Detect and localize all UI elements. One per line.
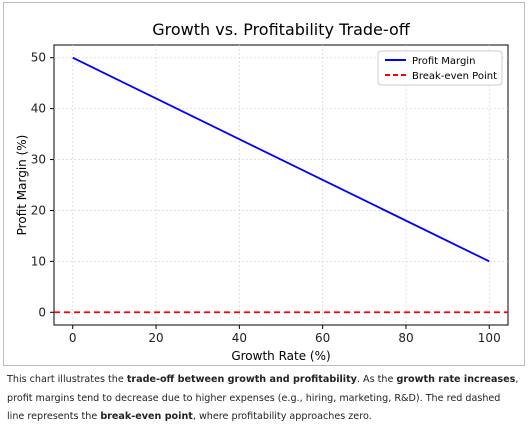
y-tick-label: 40 (31, 102, 46, 116)
x-tick-label: 60 (315, 331, 330, 345)
y-tick-label: 20 (31, 203, 46, 217)
caption-text: profit margins tend to decrease due to h… (7, 392, 501, 404)
chart-title: Growth vs. Profitability Trade-off (152, 20, 411, 39)
caption-text: , where profitability approaches zero. (192, 411, 372, 423)
legend-label-profit-margin: Profit Margin (412, 56, 475, 67)
caption-line-1: This chart illustrates the trade-off bet… (7, 371, 525, 390)
caption-emphasis: break-even point (100, 411, 193, 423)
chart-caption: This chart illustrates the trade-off bet… (7, 371, 525, 427)
x-tick-label: 80 (398, 331, 413, 345)
legend: Profit Margin Break-even Point (377, 50, 503, 86)
y-tick-label: 50 (31, 51, 46, 65)
caption-text: , (515, 374, 519, 385)
y-tick-label: 30 (31, 153, 46, 167)
ticks: 0 20 40 60 80 100 0 10 20 30 40 50 (31, 51, 501, 345)
x-tick-label: 40 (232, 331, 247, 345)
y-tick-label: 0 (38, 305, 46, 319)
caption-line-3: line represents the break-even point, wh… (7, 408, 525, 427)
x-tick-label: 20 (148, 331, 163, 345)
y-tick-label: 10 (31, 254, 46, 268)
caption-text: . As the (356, 374, 397, 385)
series-line-profit-margin (72, 56, 490, 263)
legend-label-break-even: Break-even Point (412, 71, 497, 82)
x-tick-label: 100 (478, 331, 501, 345)
x-axis-label: Growth Rate (%) (231, 349, 330, 363)
grid (54, 45, 508, 325)
caption-text: This chart illustrates the (7, 374, 127, 385)
y-axis-label: Profit Margin (%) (15, 135, 29, 236)
caption-line-2: profit margins tend to decrease due to h… (7, 390, 525, 409)
growth-profitability-chart: 0 20 40 60 80 100 0 10 20 30 40 50 Growth vs. Profi… (15, 20, 509, 363)
plot-area (53, 44, 509, 326)
caption-text: line represents the (7, 411, 101, 423)
legend-box (377, 50, 503, 86)
caption-emphasis: trade-off between growth and profitabili… (126, 374, 357, 385)
x-tick-label: 0 (69, 331, 77, 345)
caption-emphasis: growth rate increases (396, 374, 516, 385)
series (54, 56, 508, 314)
